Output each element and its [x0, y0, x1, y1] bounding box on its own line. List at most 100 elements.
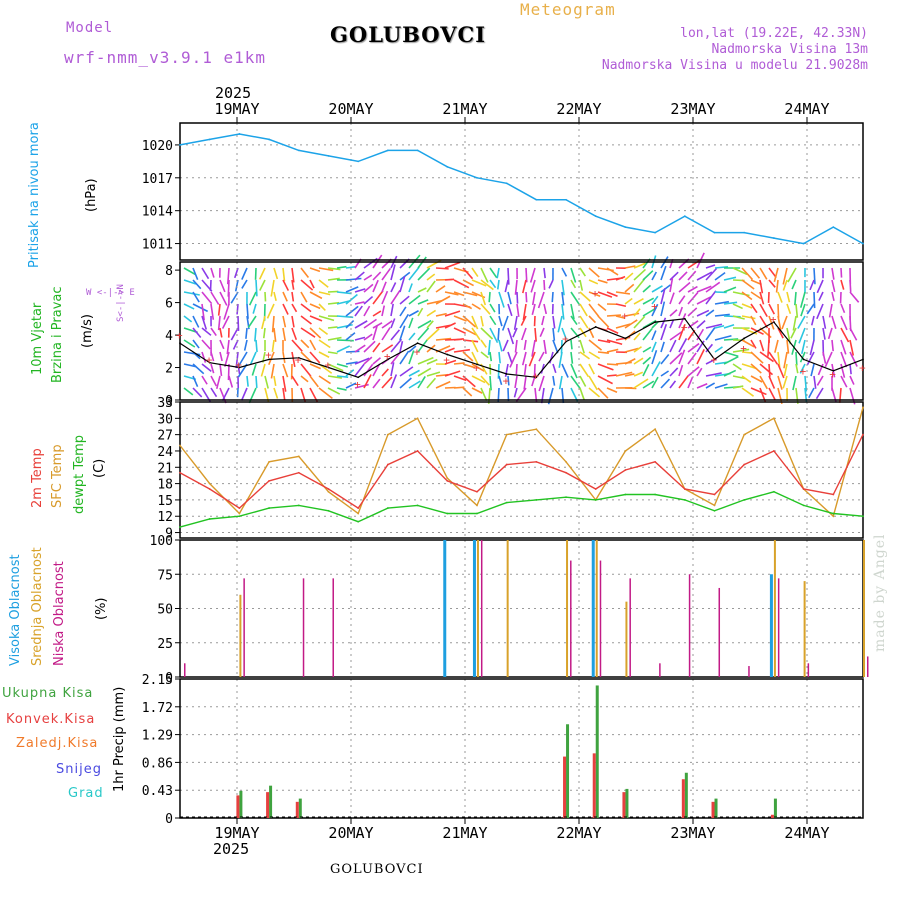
wind-arrow — [579, 303, 588, 317]
wind-arrow — [245, 327, 248, 339]
wind-speed-line-point — [832, 369, 835, 372]
wind-arrow — [417, 339, 428, 353]
wind-arrow — [759, 363, 774, 376]
cloud-low-bar — [718, 587, 721, 677]
wind-arrow — [183, 303, 195, 310]
temp-dewpt-line-point — [862, 515, 864, 518]
wind-arrow — [557, 315, 563, 333]
pressure-line-point — [416, 149, 419, 152]
wind-arrow — [759, 339, 765, 352]
precip-frame — [179, 678, 864, 819]
precip-ytick-label: 1.29 — [142, 729, 173, 744]
wind-arrow — [309, 279, 315, 289]
wind-arrow — [849, 339, 855, 356]
wind-arrow — [558, 351, 563, 368]
wind-arrow — [588, 267, 600, 278]
wind-speed-line-point — [446, 353, 449, 356]
wind-arrow — [696, 328, 705, 341]
wind-arrow — [513, 315, 518, 330]
wind-arrow — [480, 375, 490, 386]
cloud-ytick-label: 75 — [157, 568, 173, 583]
wind-arrow — [660, 284, 671, 293]
precip-ytick-label: 0.86 — [142, 756, 173, 771]
wind-gust-marker: + — [295, 353, 302, 366]
wind-arrow — [390, 329, 401, 341]
wind-arrow — [588, 351, 601, 360]
wind-arrow — [246, 375, 249, 387]
wind-arrow — [786, 291, 791, 303]
wind-arrow — [241, 267, 248, 280]
wind-arrow — [521, 327, 527, 341]
wind-arrow — [489, 303, 496, 313]
wind-arrow — [813, 291, 816, 309]
wind-arrow — [246, 303, 249, 319]
wind-arrow — [797, 315, 806, 329]
wind-arrow — [651, 295, 659, 305]
wind-arrow — [777, 303, 780, 318]
wind-arrow — [791, 279, 797, 290]
wind-arrow — [381, 376, 393, 389]
precip-total-bar — [239, 790, 243, 818]
temp-dewpt-line-point — [446, 512, 449, 515]
wind-arrow — [588, 291, 601, 297]
temp-2m-line-point — [416, 450, 419, 452]
wind-arrow — [642, 380, 655, 389]
wind-arrow — [795, 303, 799, 318]
wind-arrow — [480, 315, 484, 327]
wind-speed-line-point — [208, 361, 211, 364]
wind-arrow — [291, 339, 303, 352]
wind-arrow — [345, 305, 359, 317]
precip-conv-bar — [295, 801, 299, 818]
wind-arrow — [234, 279, 239, 292]
wind-arrow — [660, 288, 666, 305]
wind-arrow — [669, 367, 679, 377]
wind-arrow — [354, 288, 366, 293]
wind-arrow — [498, 375, 503, 386]
wind-arrow — [435, 380, 451, 389]
wind-arrow — [497, 327, 500, 341]
temp-sfc-line-point — [386, 433, 389, 436]
wind-arrow — [426, 280, 436, 293]
wind-arrow — [504, 279, 509, 293]
wind-arrow — [615, 315, 626, 320]
wind-arrow — [642, 328, 653, 341]
wind-arrow — [561, 303, 565, 320]
wind-arrow — [570, 387, 579, 402]
wind-arrow — [309, 363, 321, 370]
wind-arrow — [570, 339, 573, 350]
wind-arrow — [417, 375, 426, 389]
wind-arrow — [678, 323, 686, 341]
wind-arrow — [417, 287, 427, 293]
wind-arrow — [531, 339, 536, 357]
wind-arrow — [579, 327, 587, 338]
wind-arrow — [543, 279, 546, 291]
model-name: wrf-nmm_v3.9.1 e1km — [64, 48, 267, 67]
wind-arrow — [372, 325, 379, 341]
wind-arrow — [633, 308, 641, 317]
wind-arrow — [723, 369, 737, 377]
wind-arrow — [271, 339, 275, 352]
wind-arrow — [192, 339, 200, 349]
wind-arrow — [795, 363, 799, 374]
meteogram-title: Meteogram — [520, 0, 616, 19]
wind-arrow — [372, 279, 379, 293]
wind-arrow — [453, 386, 465, 389]
wind-arrow — [606, 267, 619, 276]
wind-arrow — [795, 351, 798, 366]
pressure-line-point — [386, 149, 389, 152]
wind-arrow — [192, 387, 203, 398]
wind-arrow — [818, 291, 824, 301]
wind-arrow — [515, 387, 527, 402]
wind-arrow — [790, 327, 797, 339]
wind-arrow — [579, 351, 590, 360]
wind-arrow — [579, 279, 584, 291]
wind-arrow — [660, 317, 667, 329]
bottom-day-label: 20MAY — [328, 824, 373, 842]
wind-arrow — [551, 291, 554, 303]
pressure-line-point — [327, 154, 330, 157]
wind-arrow — [408, 266, 420, 281]
wind-arrow — [255, 279, 258, 297]
wind-arrow — [444, 370, 461, 377]
wind-arrow — [768, 375, 776, 389]
temp-2m-line-point — [386, 463, 389, 466]
